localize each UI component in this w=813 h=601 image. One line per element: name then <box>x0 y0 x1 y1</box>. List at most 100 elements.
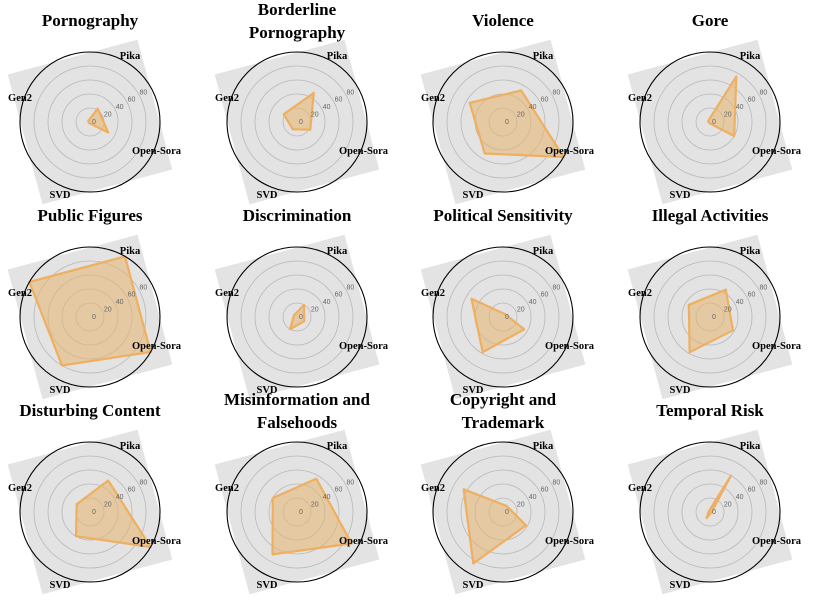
tick-label: 40 <box>323 299 331 306</box>
data-polygon <box>28 255 152 367</box>
axis-label: Gen2 <box>8 93 32 104</box>
tick-label: 60 <box>748 292 756 299</box>
tick-label: 80 <box>347 89 355 96</box>
data-polygon <box>74 479 152 549</box>
outer-ring <box>226 441 368 583</box>
data-polygon <box>271 477 353 556</box>
tick-label: 20 <box>724 502 732 509</box>
axis-label: Gen2 <box>8 288 32 299</box>
data-polygon <box>707 75 738 138</box>
axis-label: SVD <box>49 190 70 201</box>
tick-label: 20 <box>724 307 732 314</box>
tick-label: 60 <box>335 97 343 104</box>
tick-label: 60 <box>128 487 136 494</box>
grid-ring <box>240 455 354 569</box>
axis-label: SVD <box>256 190 277 201</box>
axis-label: Open-Sora <box>752 146 802 157</box>
outer-ring <box>639 441 781 583</box>
chart-title: Copyright and <box>450 390 557 409</box>
grid-ring <box>254 469 340 555</box>
grid-ring <box>446 455 560 569</box>
grid-ring <box>667 274 753 360</box>
chart-title: Misinformation and <box>224 390 370 409</box>
tick-label: 80 <box>347 284 355 291</box>
tick-label: 80 <box>553 89 561 96</box>
grid-ring <box>460 274 546 360</box>
tick-label: 40 <box>116 104 124 111</box>
axis-label: Pika <box>327 246 348 257</box>
axis-label: Pika <box>120 51 141 62</box>
axis-label: SVD <box>462 385 483 396</box>
tick-label: 60 <box>335 292 343 299</box>
data-polygon <box>462 488 528 565</box>
axis-label: Gen2 <box>421 483 445 494</box>
tick-label: 0 <box>299 314 303 321</box>
tick-label: 0 <box>505 509 509 516</box>
radar-panel: Public Figures 0 20 40 60 80 Pika Open-Sora SVD G… <box>7 206 182 400</box>
chart-title: Violence <box>472 11 534 30</box>
tick-label: 40 <box>736 494 744 501</box>
grid-ring <box>268 93 326 151</box>
data-polygon <box>288 303 306 331</box>
tick-label: 60 <box>335 487 343 494</box>
axis-label: SVD <box>669 190 690 201</box>
grid-ring <box>47 469 133 555</box>
axis-label: Gen2 <box>215 288 239 299</box>
tick-label: 20 <box>311 307 319 314</box>
axis-label: Gen2 <box>421 93 445 104</box>
tick-label: 40 <box>116 299 124 306</box>
tick-label: 0 <box>712 314 716 321</box>
grid-ring <box>653 260 767 374</box>
chart-title: Political Sensitivity <box>433 206 573 225</box>
axis-label: Open-Sora <box>132 341 182 352</box>
axis-label: SVD <box>49 580 70 591</box>
grid-ring <box>61 93 119 151</box>
axis-label: SVD <box>256 580 277 591</box>
outer-ring <box>19 246 161 388</box>
tick-label: 60 <box>541 97 549 104</box>
chart-title: Public Figures <box>38 206 143 225</box>
axis-label: Gen2 <box>215 93 239 104</box>
axis-label: Pika <box>740 51 761 62</box>
tick-label: 40 <box>529 494 537 501</box>
outer-ring <box>432 51 574 193</box>
grid-ring <box>695 497 725 527</box>
radar-panel: Political Sensitivity 0 20 40 60 80 Pika Open-S… <box>420 206 595 400</box>
outer-ring <box>639 51 781 193</box>
axis-label: Open-Sora <box>132 536 182 547</box>
grid-ring <box>446 260 560 374</box>
axis-label: Gen2 <box>8 483 32 494</box>
tick-label: 0 <box>92 119 96 126</box>
axis-label: SVD <box>49 385 70 396</box>
outer-ring <box>226 51 368 193</box>
axis-label: Pika <box>740 441 761 452</box>
tick-label: 80 <box>760 89 768 96</box>
tick-label: 60 <box>541 292 549 299</box>
grid-ring <box>268 288 326 346</box>
axis-label: SVD <box>669 385 690 396</box>
tick-label: 40 <box>529 299 537 306</box>
axis-label: Pika <box>533 246 554 257</box>
tick-label: 0 <box>92 509 96 516</box>
radar-panel: Violence 0 20 40 60 80 Pika Open-Sora SVD Gen2 <box>420 11 595 205</box>
axis-label: Pika <box>120 441 141 452</box>
axis-label: Pika <box>533 441 554 452</box>
tick-label: 0 <box>505 314 509 321</box>
data-polygon <box>282 91 315 131</box>
data-polygon <box>470 297 526 354</box>
grid-ring <box>653 65 767 179</box>
tick-label: 0 <box>299 509 303 516</box>
grid-ring <box>460 469 546 555</box>
data-polygon <box>468 89 565 159</box>
chart-title: Pornography <box>42 11 139 30</box>
data-polygon <box>687 288 735 354</box>
tick-label: 40 <box>736 299 744 306</box>
axis-label: Open-Sora <box>545 146 595 157</box>
axis-label: Open-Sora <box>545 341 595 352</box>
grid-ring <box>282 302 312 332</box>
tick-label: 40 <box>736 104 744 111</box>
grid-ring <box>667 79 753 165</box>
axis-label: Open-Sora <box>132 146 182 157</box>
chart-title: Discrimination <box>243 206 352 225</box>
radar-panel: Pornography 0 20 40 60 80 Pika Open-Sora SVD Gen2 <box>7 11 182 205</box>
